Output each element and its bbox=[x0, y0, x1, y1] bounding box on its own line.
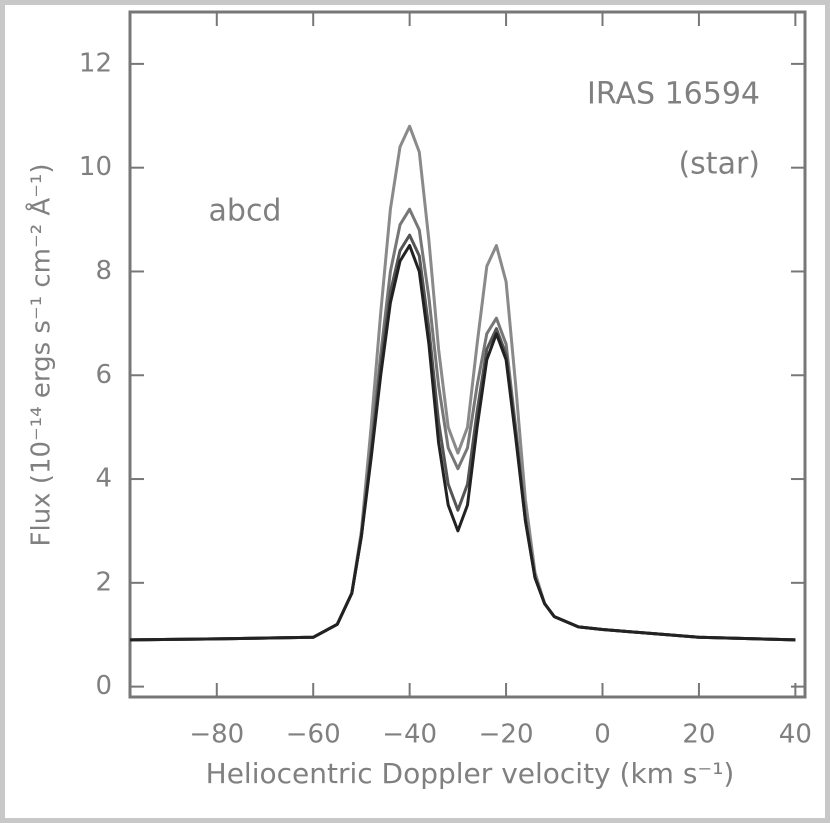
annotation: abcd bbox=[209, 194, 282, 229]
x-tick-label: −40 bbox=[382, 720, 437, 750]
x-tick-label: 40 bbox=[779, 720, 812, 750]
x-tick-label: −20 bbox=[479, 720, 534, 750]
annotation: IRAS 16594 bbox=[587, 77, 760, 112]
y-axis-label: Flux (10⁻¹⁴ ergs s⁻¹ cm⁻² Å⁻¹) bbox=[25, 164, 57, 547]
y-tick-label: 2 bbox=[95, 567, 112, 597]
x-tick-label: −60 bbox=[286, 720, 341, 750]
x-tick-label: 20 bbox=[682, 720, 715, 750]
y-tick-label: 0 bbox=[95, 671, 112, 701]
y-tick-label: 8 bbox=[95, 256, 112, 286]
y-tick-label: 10 bbox=[79, 152, 112, 182]
plot-frame bbox=[128, 10, 807, 699]
annotation: (star) bbox=[678, 147, 760, 182]
y-tick-label: 4 bbox=[95, 464, 112, 494]
x-tick-label: 0 bbox=[594, 720, 611, 750]
line-series bbox=[129, 244, 796, 642]
y-tick-label: 12 bbox=[79, 48, 112, 78]
x-tick-label: −80 bbox=[189, 720, 244, 750]
x-axis-label: Heliocentric Doppler velocity (km s⁻¹) bbox=[206, 757, 735, 790]
y-tick-label: 6 bbox=[95, 360, 112, 390]
